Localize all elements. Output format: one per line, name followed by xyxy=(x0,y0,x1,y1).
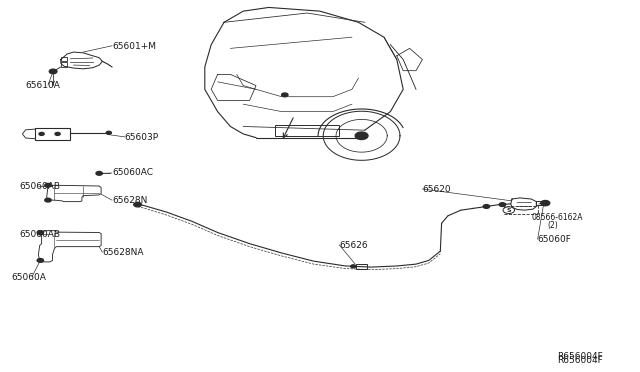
Circle shape xyxy=(37,259,44,262)
Text: S: S xyxy=(506,208,511,213)
Circle shape xyxy=(45,198,51,202)
Circle shape xyxy=(483,205,490,208)
Text: 65060AB: 65060AB xyxy=(19,182,60,190)
Text: R656004F: R656004F xyxy=(557,356,602,365)
Text: 65626: 65626 xyxy=(339,241,368,250)
Text: 65060AB: 65060AB xyxy=(19,230,60,239)
Bar xyxy=(61,57,67,61)
Circle shape xyxy=(39,132,44,135)
Circle shape xyxy=(106,131,111,134)
Bar xyxy=(275,125,339,136)
Bar xyxy=(536,201,543,205)
Circle shape xyxy=(37,231,44,234)
Bar xyxy=(504,206,538,214)
Text: 65628N: 65628N xyxy=(112,196,147,205)
Bar xyxy=(356,264,367,269)
Circle shape xyxy=(96,171,102,175)
Circle shape xyxy=(49,69,57,74)
Circle shape xyxy=(499,203,506,206)
Bar xyxy=(61,62,67,67)
Circle shape xyxy=(45,183,51,187)
Circle shape xyxy=(134,202,141,207)
Circle shape xyxy=(38,232,43,235)
Text: R656004F: R656004F xyxy=(557,352,602,361)
Text: 65610A: 65610A xyxy=(26,81,60,90)
Circle shape xyxy=(355,132,368,140)
Text: (2): (2) xyxy=(547,221,558,230)
Text: 65620: 65620 xyxy=(422,185,451,194)
Circle shape xyxy=(503,207,515,214)
Bar xyxy=(35,128,70,140)
Circle shape xyxy=(541,201,550,206)
Text: 65060A: 65060A xyxy=(12,273,46,282)
Text: 65603P: 65603P xyxy=(125,133,159,142)
Circle shape xyxy=(351,265,356,268)
Circle shape xyxy=(282,93,288,97)
Text: 65601+M: 65601+M xyxy=(112,42,156,51)
Text: 65060F: 65060F xyxy=(538,235,572,244)
Text: 65060AC: 65060AC xyxy=(112,169,153,177)
Text: 08566-6162A: 08566-6162A xyxy=(531,213,582,222)
Circle shape xyxy=(55,132,60,135)
Text: 65628NA: 65628NA xyxy=(102,248,144,257)
